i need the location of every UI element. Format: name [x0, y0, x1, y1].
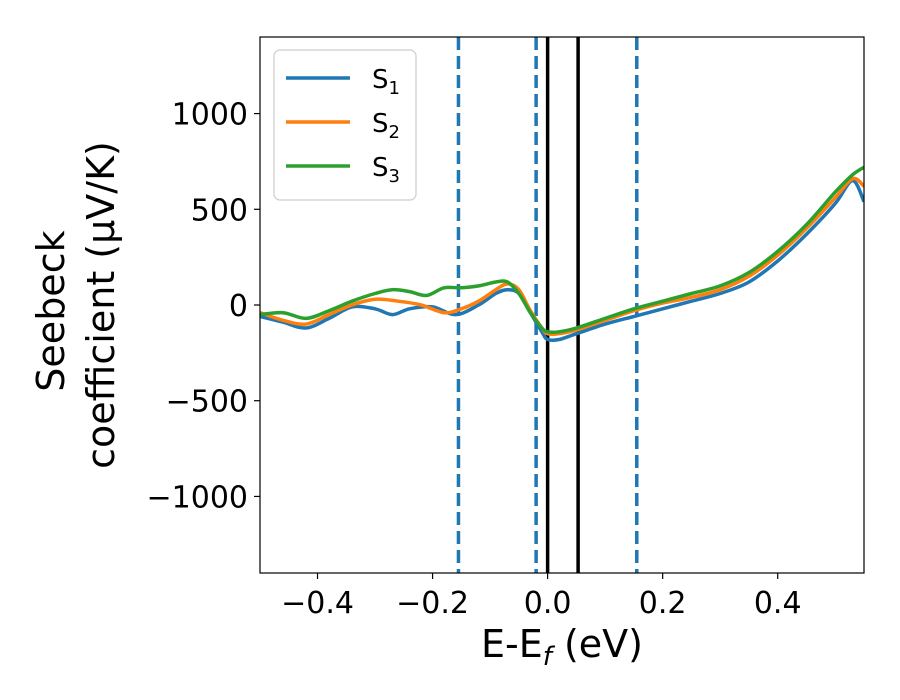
legend-frame — [273, 49, 417, 201]
y-tick-label: 500 — [191, 193, 248, 228]
y-axis-label-line1: Seebeck — [29, 230, 73, 391]
series-lines — [260, 165, 864, 343]
x-axis-label: E-Ef (eV) — [481, 622, 643, 672]
x-tick-label: 0.4 — [754, 586, 802, 621]
y-tick-label: −500 — [166, 385, 248, 420]
y-tick-label: −1000 — [147, 480, 248, 515]
y-tick-label: 1000 — [172, 98, 248, 133]
reference-lines — [456, 37, 639, 573]
y-axis-label-line2: coefficient (μV/K) — [79, 141, 123, 469]
x-tick-label: 0.2 — [639, 586, 687, 621]
legend: S1 S2 S3 — [273, 49, 417, 201]
x-tick-label: 0.0 — [524, 586, 572, 621]
series-line-s3 — [260, 165, 864, 334]
x-tick-label: −0.2 — [396, 586, 469, 621]
legend-label-s1: S1 — [372, 65, 400, 99]
y-axis-label: Seebeck coefficient (μV/K) — [29, 141, 123, 469]
legend-label-s2: S2 — [372, 109, 400, 143]
x-axis-label-unit: (eV) — [552, 622, 643, 666]
x-axis: −0.4 −0.2 0.0 0.2 0.4 — [281, 573, 802, 621]
y-tick-label: 0 — [229, 289, 248, 324]
x-tick-label: −0.4 — [281, 586, 354, 621]
y-axis: −1000 −500 0 500 1000 — [147, 98, 260, 515]
legend-label-s3: S3 — [372, 153, 400, 187]
